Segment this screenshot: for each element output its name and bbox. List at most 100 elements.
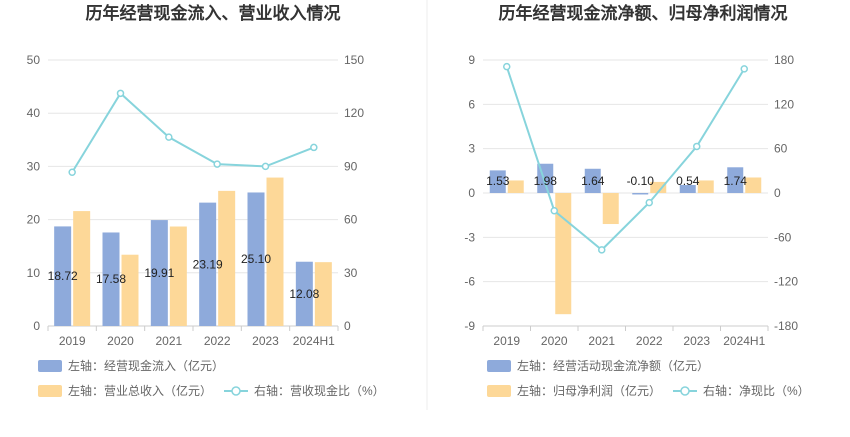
bar-data-label: 1.53	[486, 174, 510, 188]
left-axis-tick: 40	[27, 106, 41, 120]
chart-title: 历年经营现金流净额、归母净利润情况	[499, 3, 788, 23]
legend-label: 右轴：营收现金比（%）	[254, 383, 385, 398]
bar-primary	[199, 202, 217, 326]
x-axis-label: 2020	[107, 334, 134, 348]
bar-primary	[632, 193, 649, 195]
bar-primary	[295, 261, 313, 326]
right-axis-tick: -120	[774, 275, 798, 289]
bar-secondary	[650, 181, 667, 193]
right-axis-tick: 120	[774, 97, 794, 111]
bar-secondary	[602, 193, 619, 225]
bar-secondary	[73, 211, 91, 326]
bar-primary	[54, 226, 72, 326]
left-axis-tick: -9	[464, 319, 475, 333]
x-axis-label: 2022	[204, 334, 231, 348]
bar-data-label: 12.08	[289, 287, 319, 301]
x-axis-label: 2019	[59, 334, 86, 348]
bar-secondary	[745, 177, 762, 193]
bar-data-label: 25.10	[241, 252, 271, 266]
legend-label: 左轴：经营现金流入（亿元）	[68, 358, 224, 373]
left-axis-tick: 30	[27, 159, 41, 173]
right-axis-tick: 180	[774, 53, 794, 67]
bar-primary	[102, 232, 120, 326]
x-axis-label: 2021	[588, 334, 615, 348]
x-axis-label: 2023	[252, 334, 279, 348]
bar-data-label: 1.64	[581, 174, 605, 188]
line-point	[116, 89, 125, 98]
right-axis-tick: 30	[344, 266, 358, 280]
bar-secondary	[266, 177, 284, 326]
line-point	[740, 65, 748, 73]
bar-data-label: 0.54	[676, 174, 700, 188]
bar-secondary	[697, 180, 714, 193]
left-axis-tick: 20	[27, 213, 41, 227]
line-point	[503, 62, 511, 71]
bar-data-label: 19.91	[144, 266, 174, 280]
right-axis-tick: -60	[774, 230, 792, 244]
bar-data-label: 17.58	[96, 272, 126, 286]
series-line	[505, 66, 746, 252]
net-cashflow-profit-chart: 历年经营现金流净额、归母净利润情况 -9 -6 -3 0 3 6 9 -180 -120 -60 0…	[464, 3, 809, 398]
left-axis-tick: 3	[468, 142, 475, 156]
bar-data-label: 18.72	[48, 269, 78, 283]
right-axis-tick: 150	[344, 53, 364, 67]
right-axis-tick: 90	[344, 159, 358, 173]
bar-primary	[679, 185, 696, 193]
left-axis-tick: 10	[27, 266, 41, 280]
line-point	[261, 162, 270, 171]
line-point	[645, 198, 653, 207]
legend-swatch	[487, 385, 511, 397]
bar-secondary	[169, 226, 187, 326]
legend-swatch	[38, 385, 62, 397]
legend-label: 右轴：净现比（%）	[703, 383, 810, 398]
x-axis-label: 2024H1	[723, 334, 765, 348]
x-axis-label: 2021	[155, 334, 182, 348]
legend-item: 左轴：经营活动现金流净额（亿元）	[487, 358, 709, 373]
legend-item: 左轴：归母净利润（亿元）	[487, 383, 661, 398]
bar-primary	[247, 192, 265, 326]
bar-primary	[489, 170, 506, 193]
x-axis-label: 2019	[493, 334, 520, 348]
x-axis-label: 2023	[683, 334, 710, 348]
bar-primary	[584, 168, 601, 193]
bar-secondary	[507, 180, 524, 193]
x-axis-label: 2020	[541, 334, 568, 348]
right-axis-tick: 0	[774, 186, 781, 200]
bar-data-label: 1.74	[724, 174, 748, 188]
bar-data-label: 1.98	[534, 174, 558, 188]
bar-primary	[727, 167, 744, 193]
bar-secondary	[555, 193, 572, 315]
legend-item: 右轴：净现比（%）	[673, 383, 810, 398]
left-axis-tick: 0	[33, 319, 40, 333]
line-point	[165, 133, 173, 141]
right-axis-tick: -180	[774, 319, 798, 333]
right-axis-tick: 60	[774, 142, 788, 156]
legend-swatch-point	[231, 386, 241, 396]
line-point	[550, 206, 558, 215]
bar-secondary	[121, 254, 139, 326]
left-axis-tick: 0	[468, 186, 475, 200]
left-axis-tick: 6	[468, 97, 475, 111]
legend-label: 左轴：经营活动现金流净额（亿元）	[517, 358, 709, 373]
line-point	[68, 168, 76, 177]
line-point	[693, 142, 701, 151]
bar-secondary	[314, 262, 332, 326]
legend-label: 左轴：归母净利润（亿元）	[517, 383, 661, 398]
line-point	[598, 246, 606, 254]
bar-data-label: -0.10	[627, 174, 655, 188]
right-axis-tick: 60	[344, 213, 358, 227]
chart-title: 历年经营现金流入、营业收入情况	[86, 3, 341, 23]
legend-swatch	[38, 360, 62, 372]
right-axis-tick: 0	[344, 319, 351, 333]
legend-swatch	[487, 360, 511, 372]
x-axis-label: 2022	[636, 334, 663, 348]
bar-data-label: 23.19	[193, 257, 223, 271]
left-axis-tick: 9	[468, 53, 475, 67]
line-point	[213, 160, 221, 168]
left-axis-tick: -3	[464, 230, 475, 244]
cash-inflow-revenue-chart: 历年经营现金流入、营业收入情况 0 10 20 30 40 50 0 30 60 90 120 150…	[27, 3, 385, 398]
legend-item: 左轴：营业总收入（亿元）	[38, 383, 212, 398]
legend-item: 右轴：营收现金比（%）	[224, 383, 385, 398]
bar-secondary	[218, 190, 236, 326]
